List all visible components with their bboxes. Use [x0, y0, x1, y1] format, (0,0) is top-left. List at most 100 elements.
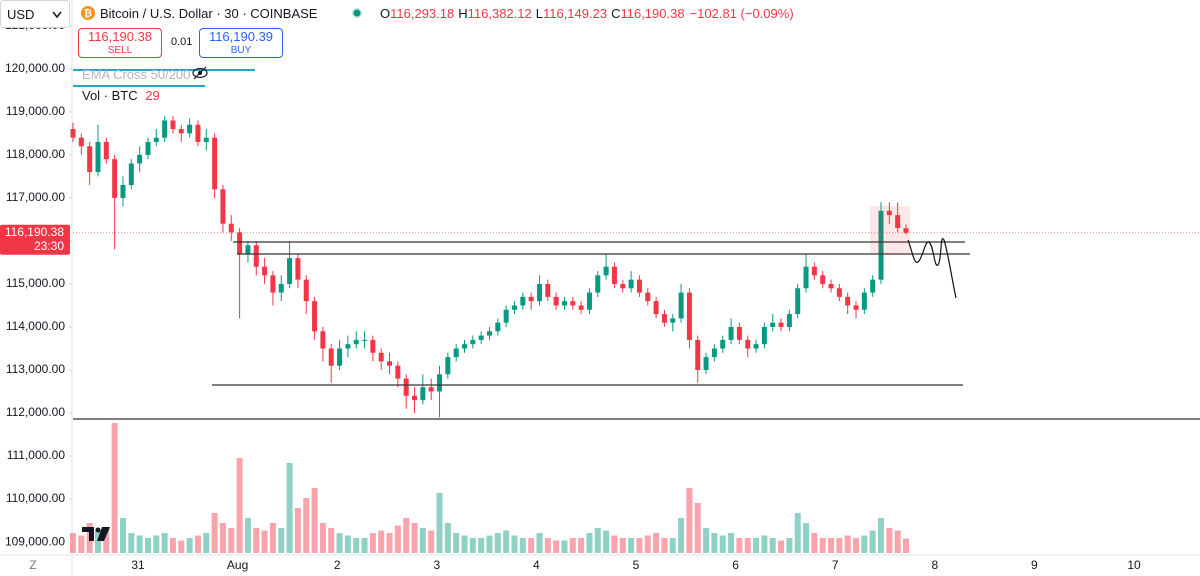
symbol-selector[interactable]: USD	[0, 0, 70, 28]
volume-bar	[344, 535, 351, 553]
ema-line	[73, 69, 255, 71]
candle-body	[120, 185, 126, 198]
volume-bar	[886, 528, 893, 553]
candle-body	[145, 141, 151, 155]
candle-body	[711, 348, 717, 358]
candle-body	[212, 137, 218, 190]
candle-body	[353, 339, 359, 345]
y-tick-label: 120,000.00	[5, 61, 65, 75]
volume-bar	[278, 528, 285, 553]
candle-body	[437, 374, 443, 392]
candle-body	[795, 288, 801, 315]
candle-body	[870, 279, 876, 293]
candle-body	[412, 395, 418, 401]
volume-value: 29	[145, 88, 160, 103]
candle-body	[287, 258, 293, 284]
candle-body	[520, 296, 526, 306]
candle-body	[487, 331, 492, 336]
ohlc-key: C	[611, 6, 621, 21]
ohlc-key: H	[458, 6, 468, 21]
candle-body	[387, 361, 393, 366]
buy-button[interactable]: 116,190.39 BUY	[199, 28, 283, 58]
ohlc-value: 116,293.18	[390, 6, 455, 21]
buy-price: 116,190.39	[208, 29, 274, 44]
candle-body	[187, 124, 193, 134]
candle-body	[528, 296, 534, 302]
price-tag-countdown: 23:30	[34, 239, 64, 253]
ema-line	[73, 85, 205, 87]
candle-body	[878, 210, 884, 280]
volume-bar	[394, 525, 401, 553]
candle-body	[462, 344, 468, 349]
volume-bar	[636, 538, 643, 553]
sell-label: SELL	[107, 45, 133, 56]
candle-body	[511, 305, 517, 310]
candle-body	[337, 348, 343, 366]
candle-body	[770, 322, 776, 327]
volume-bar	[261, 530, 268, 553]
volume-bar	[236, 458, 243, 553]
candle-body	[303, 279, 309, 302]
volume-bar	[728, 533, 735, 553]
indicator-label[interactable]: EMA Cross 50/200	[82, 67, 191, 82]
candle-body	[845, 296, 851, 306]
volume-bar	[219, 523, 226, 553]
y-tick-label: 114,000.00	[6, 319, 65, 333]
volume-bar	[453, 533, 460, 553]
candle-body	[595, 275, 601, 293]
candle-body	[586, 292, 592, 310]
volume-bar	[361, 538, 368, 553]
candle-body	[128, 163, 134, 185]
candle-body	[203, 137, 209, 142]
volume-bar	[769, 538, 776, 553]
candle-body	[95, 141, 101, 173]
candle-body	[253, 245, 259, 267]
volume-bar	[819, 538, 826, 553]
volume-bar	[144, 538, 151, 553]
volume-bar	[161, 533, 168, 553]
volume-bar	[703, 528, 710, 553]
volume-bar	[461, 535, 468, 553]
hidden-icon[interactable]	[192, 66, 208, 80]
candle-body	[536, 283, 542, 302]
candle-body	[112, 159, 118, 198]
volume-bar	[611, 535, 618, 553]
candle-body	[778, 322, 784, 327]
volume-bar	[519, 538, 526, 553]
volume-bar	[303, 498, 310, 553]
candle-body	[545, 283, 551, 297]
candle-body	[570, 301, 576, 306]
volume-bar	[178, 540, 185, 553]
volume-bar	[128, 533, 135, 553]
candle-body	[753, 344, 759, 349]
y-tick-label: 110,000.00	[6, 491, 65, 505]
volume-bar	[444, 523, 451, 553]
price-change: −102.81 (−0.09%)	[689, 6, 794, 21]
volume-bar	[228, 528, 235, 553]
timezone-button[interactable]: Z	[29, 558, 36, 572]
ohlc-key: O	[380, 6, 391, 21]
candle-body	[853, 305, 859, 310]
volume-legend: Vol · BTC 29	[82, 88, 160, 103]
price-tag	[0, 224, 70, 255]
candle-body	[403, 378, 409, 396]
candle-body	[70, 129, 76, 138]
y-tick-label: 119,000.00	[6, 104, 65, 118]
x-tick-label: 5	[633, 558, 640, 572]
volume-bar	[586, 533, 593, 553]
candle-body	[428, 387, 434, 392]
volume-bar	[336, 533, 343, 553]
volume-bar	[494, 533, 501, 553]
candle-body	[503, 309, 509, 323]
buy-label: BUY	[230, 45, 252, 56]
candle-body	[903, 228, 909, 233]
candle-body	[370, 339, 376, 353]
volume-bar	[678, 518, 685, 553]
volume-label: Vol · BTC	[82, 88, 138, 103]
volume-bar	[311, 488, 318, 553]
volume-bar	[578, 538, 585, 553]
volume-bar	[694, 503, 701, 553]
volume-bar	[194, 535, 201, 553]
sell-button[interactable]: 116,190.38 SELL	[78, 28, 162, 58]
candle-body	[270, 275, 276, 293]
